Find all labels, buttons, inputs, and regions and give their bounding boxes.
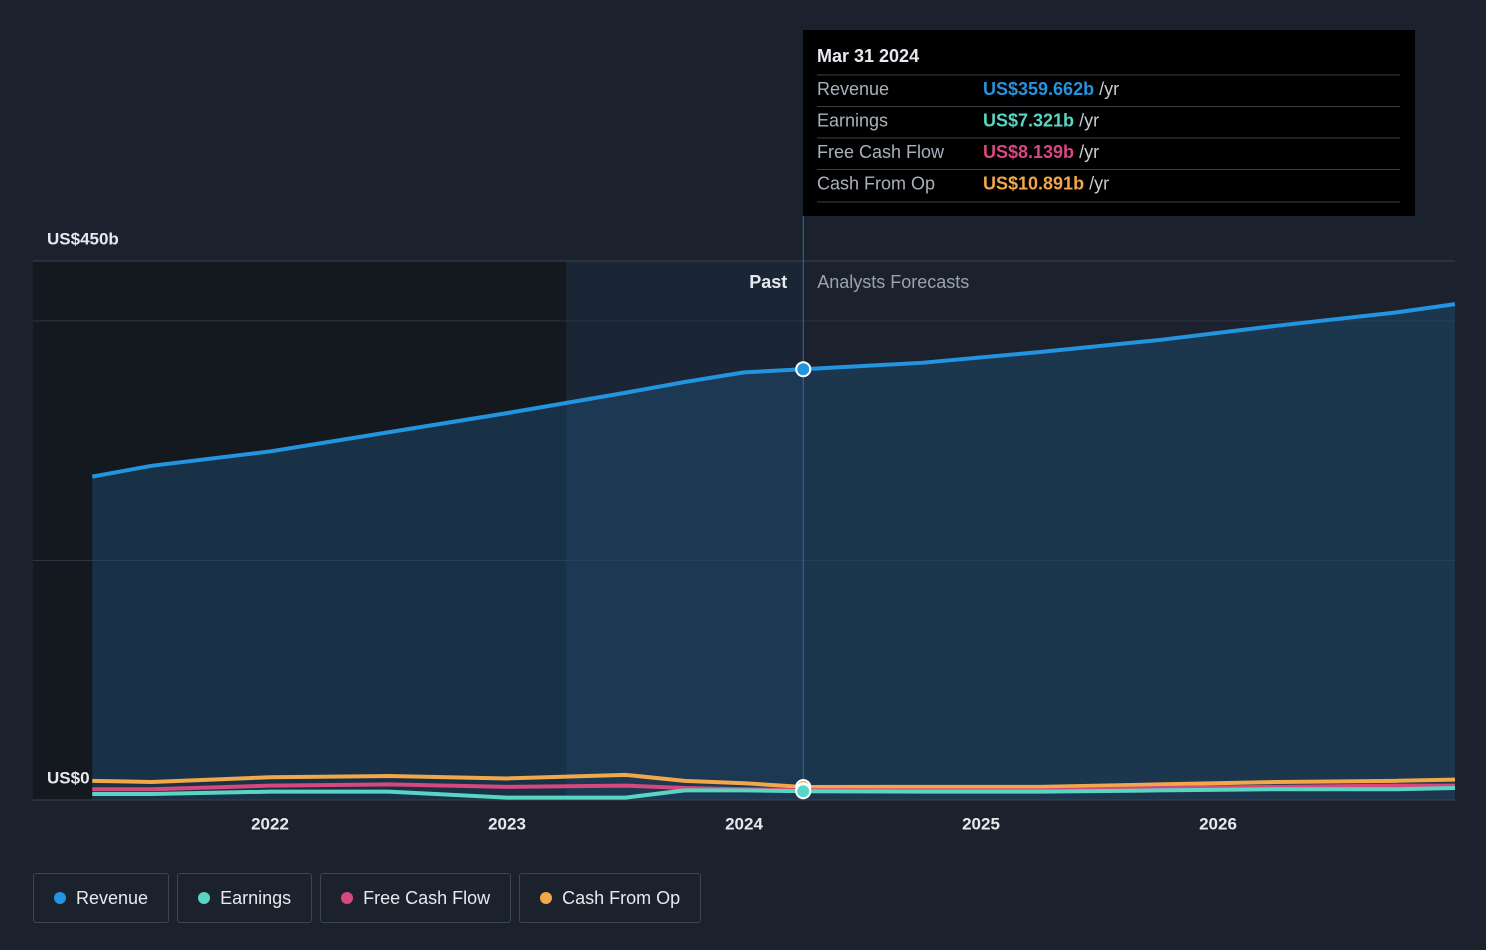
legend-item[interactable]: Cash From Op <box>519 873 702 923</box>
legend-label: Cash From Op <box>562 887 681 908</box>
tooltip-label: Revenue <box>817 79 889 99</box>
legend-item[interactable]: Free Cash Flow <box>320 873 512 923</box>
tooltip-value-text: US$7.321b <box>983 110 1074 130</box>
series-line <box>92 786 1456 800</box>
tooltip-value: US$10.891b/yr <box>983 173 1109 193</box>
hover-point <box>795 361 812 378</box>
legend-item[interactable]: Earnings <box>177 873 313 923</box>
x-tick-label: 2022 <box>251 814 289 833</box>
forecast-label: Analysts Forecasts <box>817 272 969 292</box>
x-tick-label: 2024 <box>725 814 763 833</box>
tooltip-label: Cash From Op <box>817 173 935 193</box>
tooltip-label: Free Cash Flow <box>817 142 945 162</box>
tooltip-unit: /yr <box>1079 110 1099 130</box>
legend-swatch <box>54 892 66 904</box>
legend-swatch <box>198 892 211 904</box>
y-tick-label: US$450b <box>47 229 119 248</box>
legend: Revenue Earnings Free Cash Flow Cash From O… <box>33 873 702 923</box>
x-tick-label: 2026 <box>1199 814 1237 833</box>
x-tick-label: 2023 <box>488 814 526 833</box>
legend-swatch <box>341 892 354 904</box>
series-line <box>92 772 1456 789</box>
tooltip-value-text: US$359.662b <box>983 79 1094 99</box>
tooltip-value: US$8.139b/yr <box>983 142 1099 162</box>
tooltip-value: US$7.321b/yr <box>983 110 1099 130</box>
highlight-region <box>566 261 804 800</box>
tooltip-value-text: US$10.891b <box>983 173 1084 193</box>
past-label: Past <box>749 272 787 292</box>
y-tick-label: US$0 <box>47 768 90 787</box>
legend-label: Revenue <box>76 887 149 908</box>
tooltip-unit: /yr <box>1099 79 1119 99</box>
tooltip-label: Earnings <box>817 110 888 130</box>
legend-label: Earnings <box>220 887 292 908</box>
hover-point <box>795 783 812 800</box>
tooltip-unit: /yr <box>1089 173 1109 193</box>
tooltip-title: Mar 31 2024 <box>817 46 919 66</box>
tooltip-unit: /yr <box>1079 142 1099 162</box>
revenue-area <box>92 304 1455 800</box>
legend-label: Free Cash Flow <box>363 887 491 908</box>
tooltip-value-text: US$8.139b <box>983 142 1074 162</box>
legend-item[interactable]: Revenue <box>33 873 170 923</box>
tooltip-value: US$359.662b/yr <box>983 79 1119 99</box>
legend-swatch <box>540 892 553 904</box>
x-tick-label: 2025 <box>962 814 1000 833</box>
series-line <box>91 302 1456 479</box>
tooltip-box <box>803 30 1415 216</box>
